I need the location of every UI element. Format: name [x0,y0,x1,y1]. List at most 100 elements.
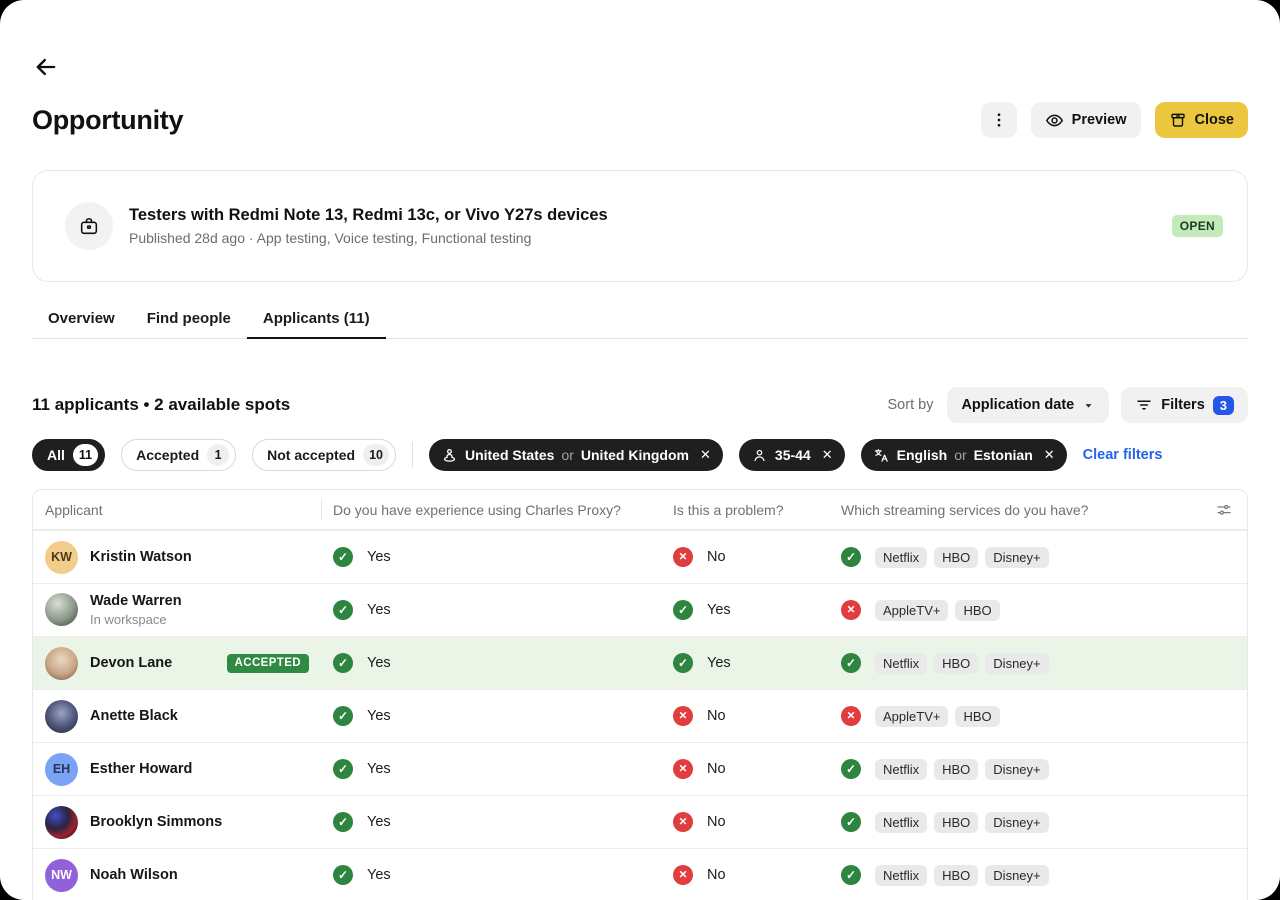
applicant-name: Brooklyn Simmons [90,813,223,830]
answer-status-icon [673,759,693,779]
applicant-name: Wade Warren [90,593,182,610]
table-row[interactable]: Anette Black Yes No AppleTV+ HBO [33,689,1247,742]
applicant-subtitle: In workspace [90,611,167,627]
service-tag: Disney+ [985,652,1049,674]
more-options-button[interactable] [980,102,1017,138]
avatar [45,646,78,680]
service-tag: HBO [955,599,1000,621]
service-tag: Disney+ [985,864,1049,886]
remove-filter-icon[interactable]: ✕ [1043,447,1055,462]
table-row[interactable]: KW Kristin Watson Yes No Netflix HBO Disne… [33,530,1247,583]
filter-value: English [896,447,948,463]
service-tag: Netflix [875,652,928,674]
age-icon [754,449,765,461]
avatar-initials: KW [51,550,72,564]
answer-text: Yes [707,602,731,618]
segment-accepted[interactable]: Accepted 1 [121,439,237,471]
tab-applicants[interactable]: Applicants (11) [246,298,386,339]
answer-status-icon [841,759,861,779]
briefcase-icon [65,202,113,250]
close-label: Close [1194,112,1235,128]
sort-value: Application date [961,397,1075,413]
answer-status-icon [333,547,353,567]
segment-label: Not accepted [267,447,356,463]
answer-status-icon [333,600,353,620]
filters-button[interactable]: Filters 3 [1121,387,1248,423]
applicant-name: Noah Wilson [90,866,178,883]
table-row[interactable]: NW Noah Wilson Yes No Netflix HBO Disney+ [33,848,1247,900]
answer-status-icon [333,759,353,779]
opportunity-meta: Published 28d ago · App testing, Voice t… [129,230,532,246]
service-tag: Disney+ [985,758,1049,780]
service-tag: Netflix [875,864,928,886]
segment-label: Accepted [136,447,200,463]
preview-button[interactable]: Preview [1030,102,1141,138]
filter-lines-icon [1137,400,1151,410]
answer-status-icon [841,706,861,726]
kebab-menu-icon [997,113,1001,127]
answer-text: Yes [367,867,391,883]
language-icon [874,448,888,462]
filter-value: Estonian [973,447,1033,463]
filter-chip-location[interactable]: United States or United Kingdom ✕ [428,439,723,471]
service-tag: HBO [934,758,979,780]
answer-status-icon [841,812,861,832]
back-button[interactable] [32,52,62,82]
filter-or: or [561,447,574,463]
filter-value: United States [464,447,555,463]
answer-status-icon [673,547,693,567]
eye-icon [1045,114,1063,126]
answer-status-icon [841,653,861,673]
table-row[interactable]: Brooklyn Simmons Yes No Netflix HBO Disney… [33,795,1247,848]
answer-status-icon [673,600,693,620]
service-tag: HBO [934,546,979,568]
avatar [45,805,78,839]
avatar: EH [45,752,78,786]
tab-find-people[interactable]: Find people [146,309,231,327]
answer-text: Yes [367,708,391,724]
filter-chip-language[interactable]: English or Estonian ✕ [860,439,1067,471]
segment-not-accepted[interactable]: Not accepted 10 [252,439,396,471]
table-row[interactable]: Devon Lane ACCEPTED Yes Yes Netflix HBO Di… [33,636,1247,689]
clear-filters-link[interactable]: Clear filters [1082,447,1163,463]
service-tags: Netflix HBO Disney+ [875,652,1049,674]
answer-text: Yes [367,602,391,618]
remove-filter-icon[interactable]: ✕ [700,447,711,462]
sort-dropdown[interactable]: Application date [947,387,1110,423]
service-tags: AppleTV+ HBO [875,705,1000,727]
answer-text: Yes [367,761,391,777]
close-opportunity-button[interactable]: Close [1154,102,1248,138]
answer-text: No [707,708,726,724]
remove-filter-icon[interactable]: ✕ [821,447,833,462]
answer-status-icon [673,865,693,885]
column-question-1: Do you have experience using Charles Pro… [321,490,661,529]
answer-text: No [707,549,726,565]
filter-value: United Kingdom [580,447,689,463]
service-tag: HBO [934,864,979,886]
filter-chip-age[interactable]: 35-44 ✕ [738,439,845,471]
answer-status-icon [841,865,861,885]
filter-value: 35-44 [774,447,811,463]
column-question-3: Which streaming services do you have? [841,501,1089,518]
answer-status-icon [673,653,693,673]
header-actions: Preview Close [980,102,1248,138]
answer-status-icon [333,812,353,832]
tab-overview[interactable]: Overview [48,309,115,327]
answer-text: Yes [367,655,391,671]
segment-count: 10 [363,444,389,466]
service-tag: Netflix [875,546,928,568]
arrow-left-icon [36,58,56,76]
segment-count: 11 [72,444,99,466]
avatar-initials: NW [51,868,72,882]
segment-all[interactable]: All 11 [32,439,106,471]
service-tag: AppleTV+ [875,599,949,621]
column-settings-button[interactable] [1215,490,1233,529]
sliders-icon [1217,504,1231,515]
column-applicant: Applicant [45,501,103,518]
sort-by-label: Sort by [887,397,934,413]
service-tag: Disney+ [985,811,1049,833]
applicants-summary: 11 applicants • 2 available spots [32,395,291,414]
table-row[interactable]: EH Esther Howard Yes No Netflix HBO Disney… [33,742,1247,795]
